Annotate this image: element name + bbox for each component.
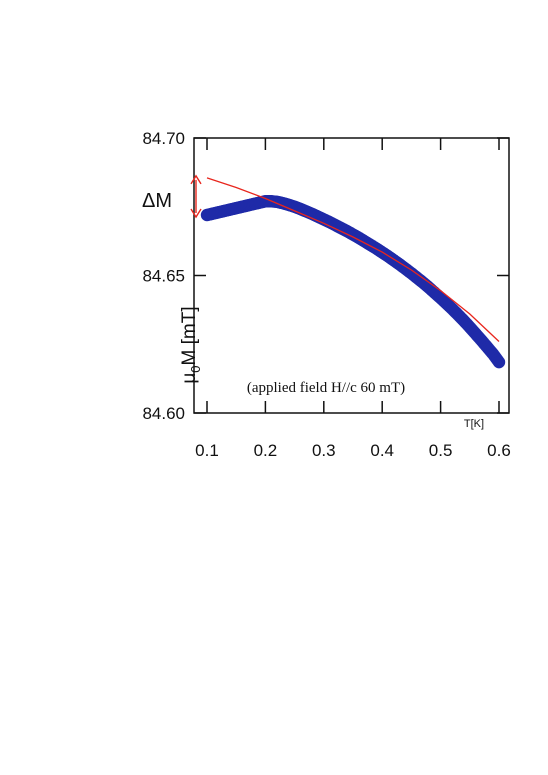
x-tick-label: 0.4 xyxy=(370,441,394,460)
x-axis-ticks xyxy=(206,138,500,413)
y-axis-label: μ0M [mT] xyxy=(179,306,203,383)
y-axis-ticks xyxy=(194,137,509,414)
x-tick-label: 0.6 xyxy=(487,441,511,460)
measured-series xyxy=(200,195,506,369)
x-tick-label: 0.2 xyxy=(254,441,278,460)
delta-m-indicator xyxy=(190,174,202,219)
plot-frame xyxy=(193,137,510,414)
delta-m-arrow-head-top xyxy=(190,174,202,185)
y-tick-label: 84.60 xyxy=(142,404,185,423)
x-tick-label: 0.3 xyxy=(312,441,336,460)
data-point xyxy=(492,355,506,369)
fit-curve xyxy=(206,177,500,342)
x-tick-label: 0.1 xyxy=(195,441,219,460)
field-annotation: (applied field H//c 60 mT) xyxy=(247,380,405,396)
y-tick-label: 84.65 xyxy=(142,267,185,286)
y-tick-label: 84.70 xyxy=(142,129,185,148)
delta-m-arrow-head-bottom xyxy=(190,208,202,219)
x-tick-label: 0.5 xyxy=(429,441,453,460)
tick-labels: 84.70 84.65 84.60 0.1 0.2 0.3 0.4 0.5 0.6 xyxy=(142,129,510,460)
delta-m-label: ΔM xyxy=(142,190,172,212)
x-axis-unit-label: T[K] xyxy=(464,418,484,430)
